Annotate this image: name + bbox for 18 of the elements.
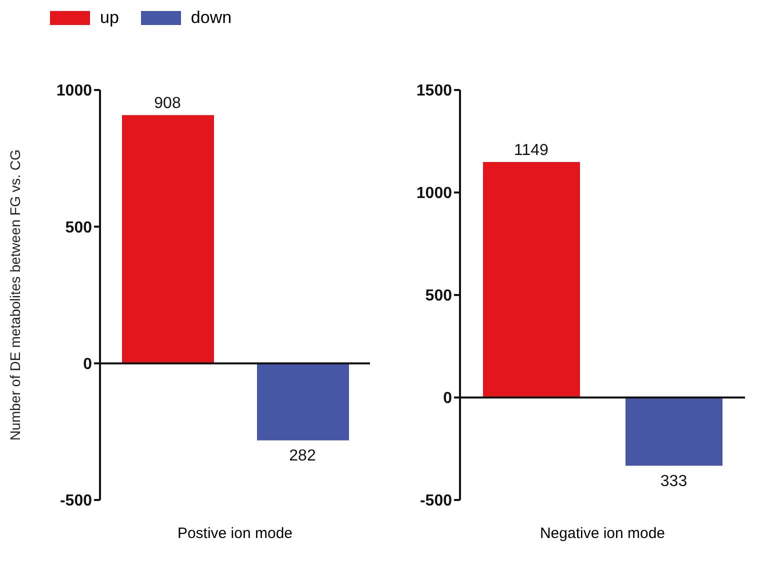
y-tick-label: 1500 xyxy=(416,82,452,100)
x-axis-title: Postive ion mode xyxy=(176,525,294,542)
x-axis-title: Negative ion mode xyxy=(538,525,666,542)
y-tick-label: 500 xyxy=(425,288,452,305)
data-label: 333 xyxy=(660,472,688,490)
data-label: 282 xyxy=(289,447,316,464)
y-tick-label: 1000 xyxy=(416,185,452,202)
y-tick-label: 0 xyxy=(443,390,452,408)
y-tick-label: 500 xyxy=(65,219,92,236)
y-axis-title: Number of DE metabolites between FG vs. CG xyxy=(6,150,23,440)
y-tick-label: 0 xyxy=(83,356,92,374)
y-tick-label: -500 xyxy=(60,492,92,510)
data-label: 908 xyxy=(154,95,181,112)
legend-label: up xyxy=(100,8,119,28)
y-tick-label: 1000 xyxy=(56,82,92,100)
legend-label: down xyxy=(190,8,232,28)
data-label: 1149 xyxy=(514,142,549,159)
y-tick-label: -500 xyxy=(420,492,452,510)
